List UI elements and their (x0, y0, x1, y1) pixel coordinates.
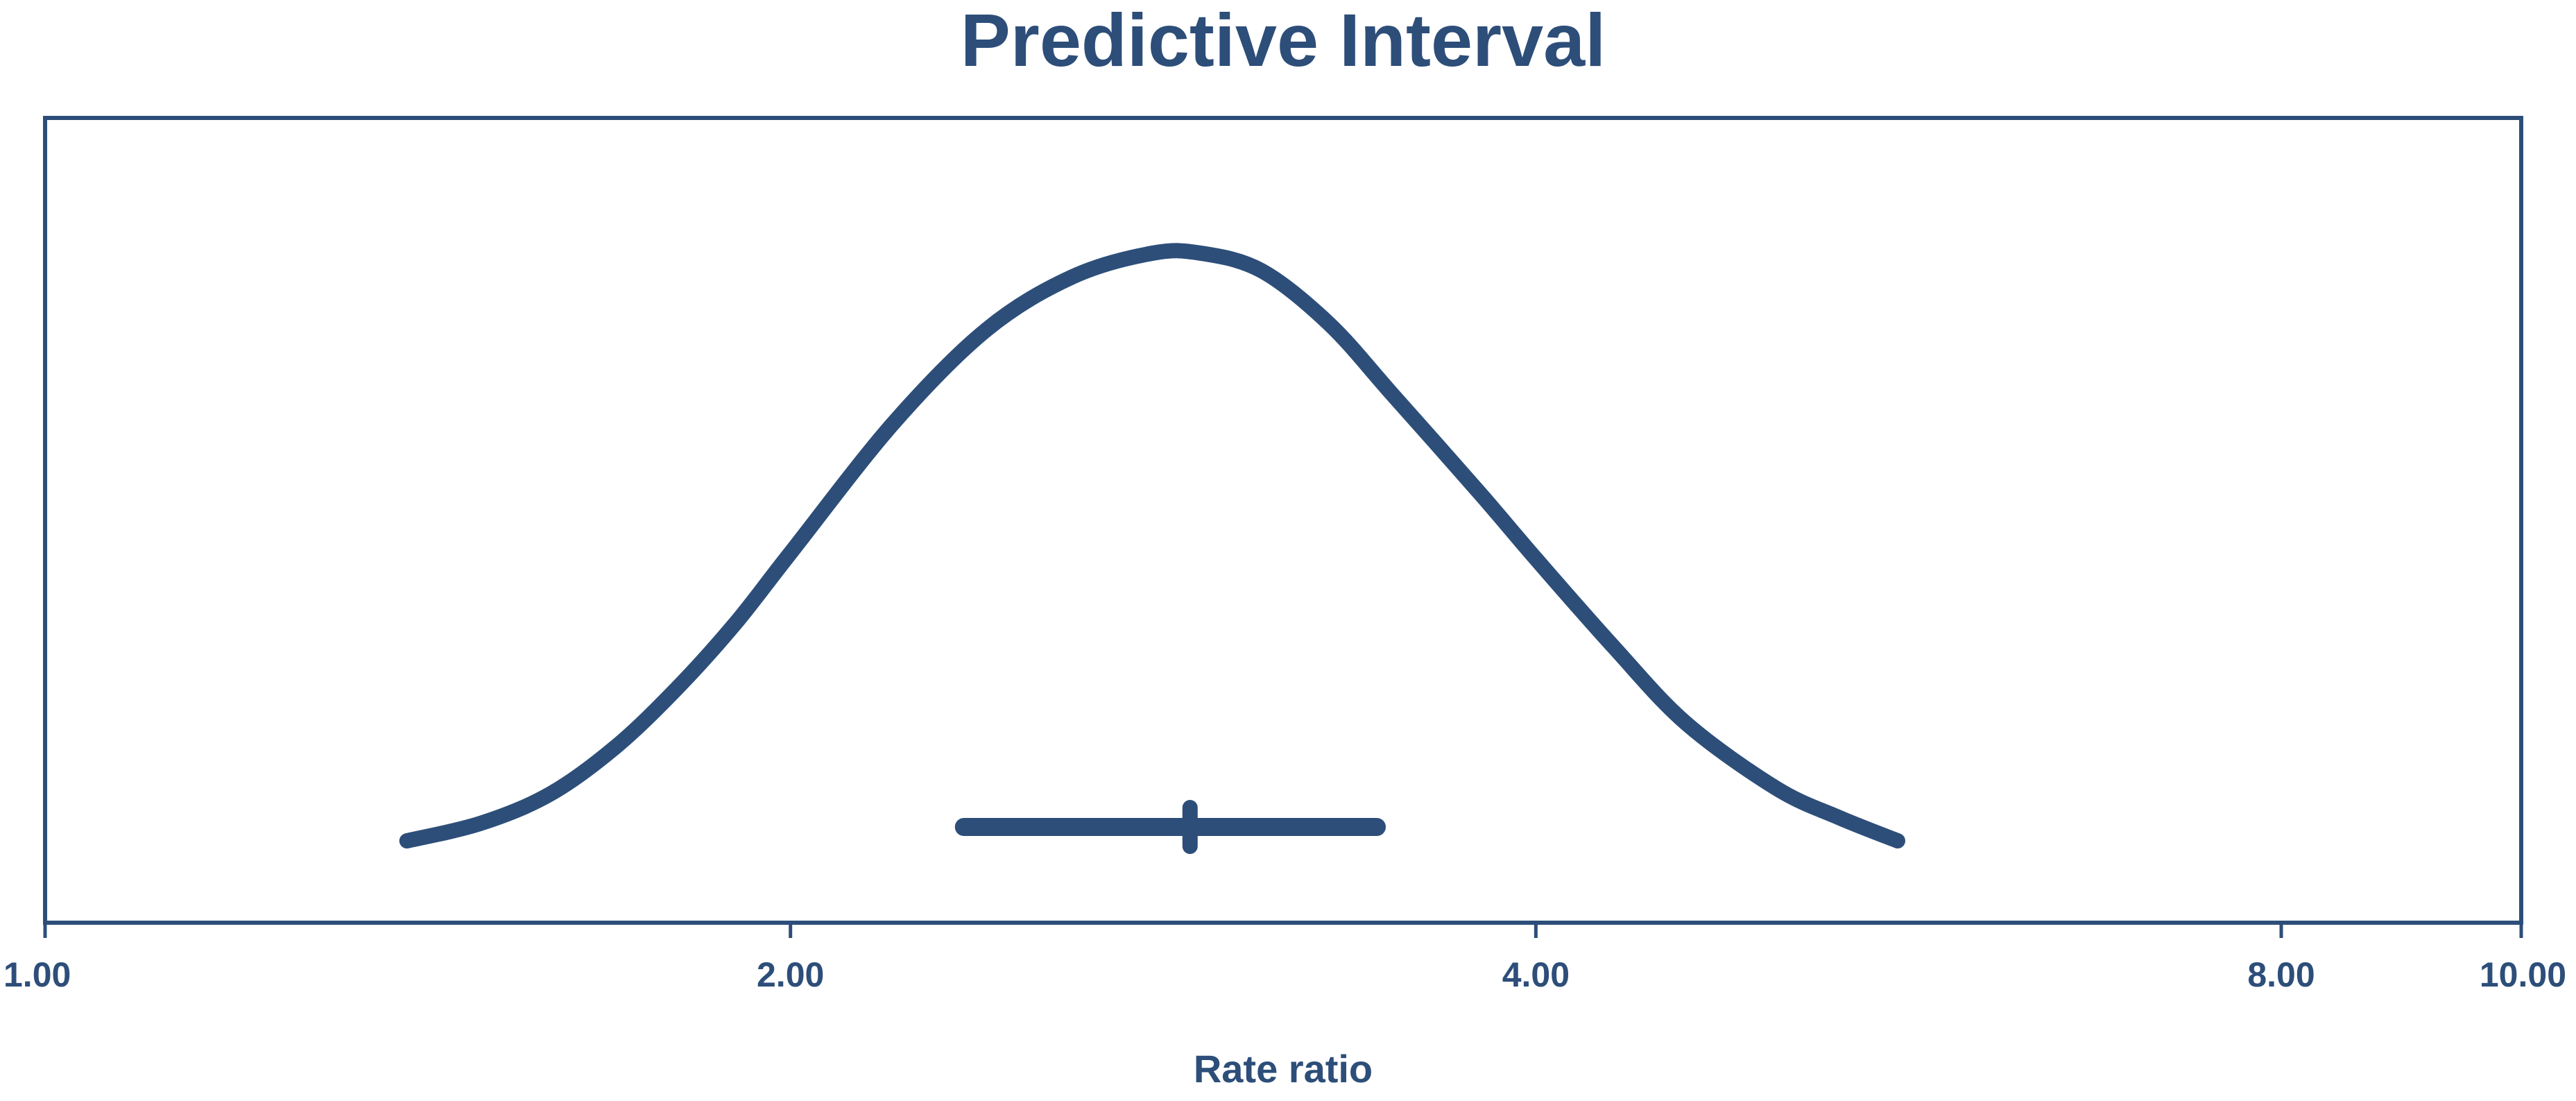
x-tick-label: 10.00 (2480, 955, 2566, 994)
x-axis-label: Rate ratio (1194, 1047, 1373, 1091)
x-tick-label: 4.00 (1502, 955, 1570, 994)
x-tick-label: 1.00 (3, 955, 71, 994)
density-curve (399, 243, 1905, 848)
x-axis: 1.00 2.00 4.00 8.00 10.00 (3, 923, 2566, 994)
x-tick-label: 2.00 (757, 955, 824, 994)
x-tick-label: 8.00 (2247, 955, 2315, 994)
chart-title: Predictive Interval (961, 0, 1606, 82)
plot-frame (43, 116, 2523, 925)
